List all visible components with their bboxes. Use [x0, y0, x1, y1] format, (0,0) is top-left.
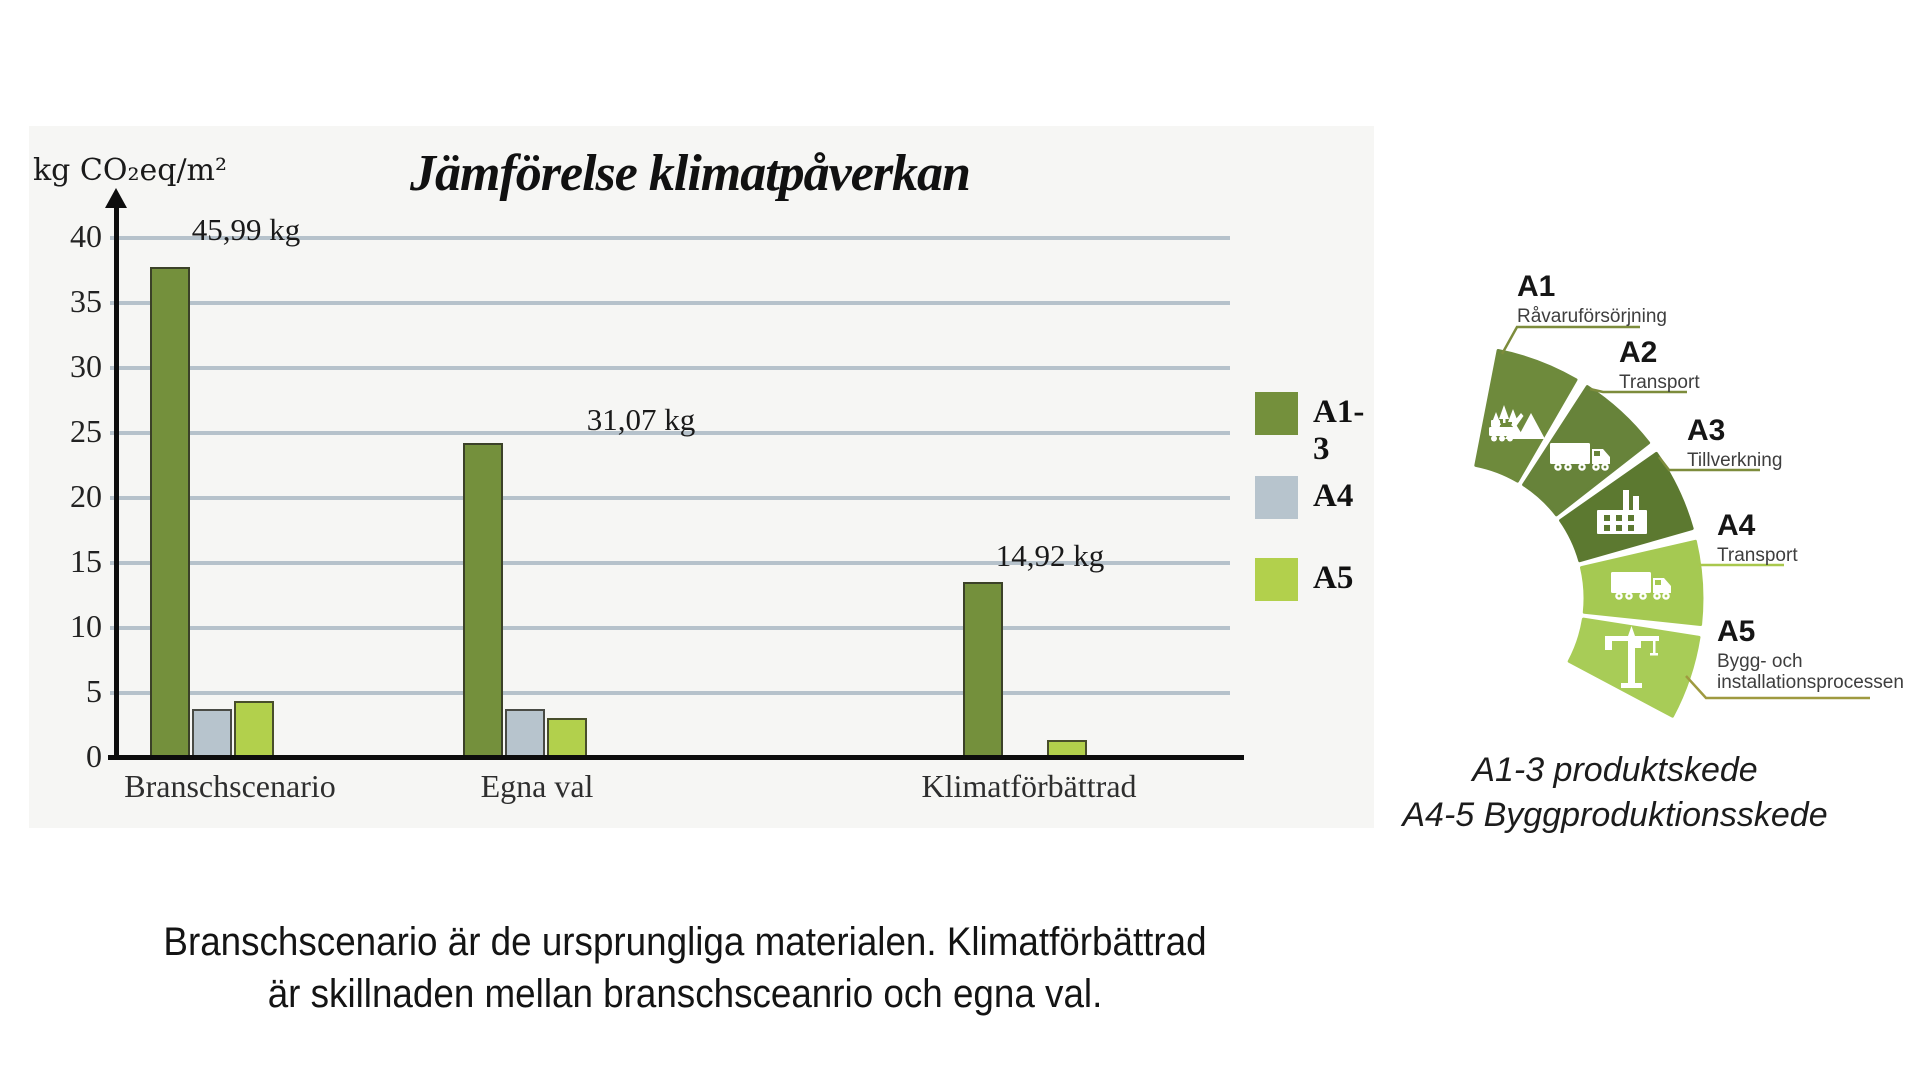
tower-crane-icon	[1605, 626, 1659, 688]
stage-code: A1	[1517, 270, 1556, 303]
caption: Branschscenario är de ursprungliga mater…	[133, 916, 1237, 1020]
y-tick-label-35: 35	[70, 283, 102, 319]
y-tick-label-40: 40	[70, 218, 102, 254]
category-label-Egna val: Egna val	[480, 768, 594, 804]
gridline-5	[110, 691, 1230, 695]
gridline-20	[110, 496, 1230, 500]
legend-label-A1-3: A1-3	[1313, 394, 1365, 467]
stage-label-a1: A1 Råvaruförsörjning	[1517, 270, 1667, 328]
stage-name: Transport	[1717, 545, 1798, 566]
stage-code: A4	[1717, 509, 1756, 542]
gridline-10	[110, 626, 1230, 630]
y-axis-arrow-icon	[105, 188, 127, 208]
legend-swatch-A4	[1255, 476, 1298, 519]
stage-code: A3	[1687, 414, 1726, 447]
bar-A5-Egna val	[547, 718, 587, 758]
y-axis-unit-label: kg CO₂eq/m²	[33, 153, 228, 188]
stage-name: Råvaruförsörjning	[1517, 306, 1667, 327]
forestry-harvester-icon	[1489, 405, 1545, 442]
chart-title: Jämförelse klimatpåverkan	[410, 145, 971, 202]
stage-a2-connector-line	[1589, 387, 1687, 394]
caption-line2: är skillnaden mellan branschsceanrio och…	[267, 972, 1103, 1016]
legend-label-A4: A4	[1313, 478, 1354, 514]
legend-swatch-A5	[1255, 558, 1298, 601]
stage-label-a3: A3 Tillverkning	[1687, 414, 1783, 472]
stage-label-a5: A5 Bygg- och installationsprocessen	[1717, 617, 1904, 694]
stage-a5-connector-line	[1685, 675, 1870, 700]
y-tick-label-20: 20	[70, 478, 102, 514]
lifecycle-note-line2: A4-5 Byggproduktionsskede	[1402, 795, 1828, 834]
y-tick-label-0: 0	[86, 738, 102, 774]
bar-A1-3-Egna val	[463, 443, 503, 758]
category-label-Klimatförbättrad: Klimatförbättrad	[921, 768, 1137, 804]
y-axis-line	[114, 206, 119, 758]
factory-icon	[1597, 490, 1647, 534]
caption-line1: Branschscenario är de ursprungliga mater…	[163, 920, 1207, 964]
lifecycle-fan-diagram: A1 Råvaruförsörjning A2 Transport A3 Til…	[1440, 270, 1920, 740]
gridline-25	[110, 431, 1230, 435]
gridline-15	[110, 561, 1230, 565]
gridline-40	[110, 236, 1230, 240]
total-label-Klimatförbättrad: 14,92 kg	[995, 538, 1105, 573]
truck-icon	[1550, 443, 1610, 471]
y-tick-label-15: 15	[70, 543, 102, 579]
bar-A1-3-Branschscenario	[150, 267, 190, 758]
lifecycle-fan-svg	[1474, 325, 1870, 718]
stage-name: Bygg- och installationsprocessen	[1717, 651, 1904, 694]
bar-A4-Egna val	[505, 709, 545, 758]
lifecycle-note: A1-3 produktskede A4-5 Byggproduktionssk…	[1398, 748, 1832, 838]
stage-name: Transport	[1619, 372, 1700, 393]
stage-code: A5	[1717, 615, 1756, 648]
truck-icon	[1611, 572, 1671, 600]
gridline-35	[110, 301, 1230, 305]
bar-A1-3-Klimatförbättrad	[963, 582, 1003, 758]
stage-label-a4: A4 Transport	[1717, 509, 1798, 567]
y-tick-label-30: 30	[70, 348, 102, 384]
x-axis-line	[108, 755, 1244, 760]
stage-label-a2: A2 Transport	[1619, 336, 1700, 394]
y-tick-label-5: 5	[86, 673, 102, 709]
total-label-Branschscenario: 45,99 kg	[191, 212, 301, 247]
bar-A4-Branschscenario	[192, 709, 232, 758]
stage-a1-wedge	[1474, 349, 1578, 483]
stage-name: Tillverkning	[1687, 450, 1783, 471]
total-label-Egna val: 31,07 kg	[586, 402, 696, 437]
stage-a1-connector-line	[1500, 325, 1640, 355]
stage-code: A2	[1619, 336, 1658, 369]
legend-label-A5: A5	[1313, 560, 1354, 596]
stage-a3-connector-line	[1658, 456, 1760, 472]
bar-A5-Branschscenario	[234, 701, 274, 758]
y-tick-label-10: 10	[70, 608, 102, 644]
gridline-30	[110, 366, 1230, 370]
lifecycle-note-line1: A1-3 produktskede	[1472, 751, 1758, 789]
y-tick-label-25: 25	[70, 413, 102, 449]
category-label-Branschscenario: Branschscenario	[124, 768, 336, 804]
legend-swatch-A1-3	[1255, 392, 1298, 435]
